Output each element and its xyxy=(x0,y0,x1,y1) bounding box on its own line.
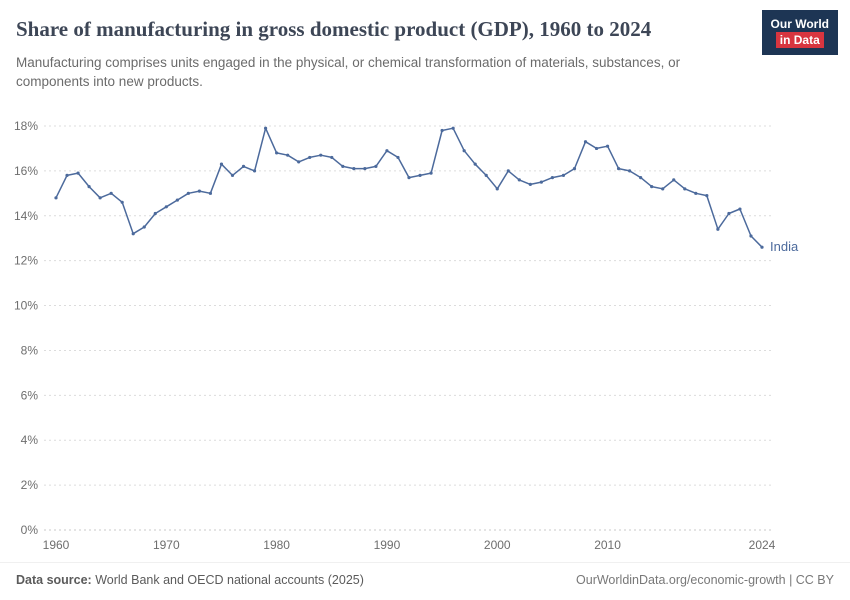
y-tick-label: 2% xyxy=(21,478,39,492)
owid-logo-line2: in Data xyxy=(775,32,824,49)
data-point xyxy=(605,144,610,148)
data-point xyxy=(252,169,257,173)
data-point xyxy=(308,155,312,160)
data-point xyxy=(462,149,466,153)
y-tick-label: 0% xyxy=(21,523,39,537)
data-point xyxy=(683,187,687,191)
data-point xyxy=(639,176,643,180)
x-tick-label: 2010 xyxy=(594,538,621,552)
x-tick-label: 1970 xyxy=(153,538,180,552)
page-title: Share of manufacturing in gross domestic… xyxy=(16,17,652,41)
data-point xyxy=(219,162,224,166)
chart-subtitle: Manufacturing comprises units engaged in… xyxy=(16,54,681,90)
data-source-label: Data source: xyxy=(16,573,92,587)
data-point xyxy=(727,211,731,216)
x-tick-label: 1960 xyxy=(43,538,70,552)
data-point xyxy=(76,171,80,175)
data-point xyxy=(539,180,543,184)
data-point xyxy=(572,167,577,171)
data-point xyxy=(616,167,621,171)
y-tick-label: 16% xyxy=(14,164,38,178)
data-point xyxy=(650,185,654,189)
y-tick-label: 6% xyxy=(21,388,39,402)
data-point xyxy=(142,225,146,229)
data-point xyxy=(109,191,113,195)
data-point xyxy=(87,185,91,189)
data-point xyxy=(208,191,213,195)
data-point xyxy=(230,173,235,177)
data-point xyxy=(440,128,444,133)
chart-header: Share of manufacturing in gross domestic… xyxy=(0,0,850,92)
data-point xyxy=(197,189,202,193)
data-point xyxy=(363,167,367,171)
data-point xyxy=(473,162,477,166)
data-point xyxy=(429,171,433,175)
data-point xyxy=(407,176,411,180)
x-tick-label: 2000 xyxy=(484,538,511,552)
line-chart: 0% 2% 4% 6% 8% 10% 12% 14% 16% 18% 1960 1970 1980 199… xyxy=(0,112,850,560)
data-point xyxy=(583,140,588,144)
data-point xyxy=(672,178,676,182)
line-chart-svg: 0% 2% 4% 6% 8% 10% 12% 14% 16% 18% 1960 1970 1980 199… xyxy=(14,119,799,552)
series-line-india xyxy=(55,127,763,248)
data-point xyxy=(705,193,709,198)
data-source: Data source: World Bank and OECD nationa… xyxy=(16,573,364,587)
data-point xyxy=(550,176,555,180)
data-point xyxy=(484,173,488,177)
data-point xyxy=(286,153,290,157)
series-label-india: India xyxy=(770,239,799,254)
data-point xyxy=(385,149,389,153)
x-tick-label: 1980 xyxy=(263,538,290,552)
data-point xyxy=(418,173,422,177)
data-point xyxy=(517,178,521,182)
data-point xyxy=(341,164,345,168)
y-tick-label: 10% xyxy=(14,299,38,313)
data-point xyxy=(396,155,400,160)
data-point xyxy=(528,182,532,186)
data-point xyxy=(352,167,356,171)
data-point xyxy=(275,151,279,155)
data-point xyxy=(451,126,455,130)
data-point xyxy=(186,191,190,195)
y-tick-label: 12% xyxy=(14,254,38,268)
data-point xyxy=(661,187,665,191)
data-point xyxy=(628,169,632,173)
y-tick-label: 8% xyxy=(21,343,39,357)
x-tick-label: 1990 xyxy=(374,538,401,552)
data-point xyxy=(760,245,764,249)
data-point xyxy=(65,173,69,177)
data-point xyxy=(98,196,102,200)
data-point xyxy=(561,173,566,177)
data-point xyxy=(495,187,499,191)
data-point xyxy=(749,234,753,238)
data-point xyxy=(54,196,58,200)
y-tick-label: 4% xyxy=(21,433,39,447)
chart-footer: Data source: World Bank and OECD nationa… xyxy=(0,562,850,600)
data-point xyxy=(716,227,720,231)
data-point xyxy=(241,164,246,168)
data-point xyxy=(506,169,510,173)
data-point xyxy=(175,198,179,202)
data-point xyxy=(297,160,301,164)
y-tick-label: 18% xyxy=(14,119,38,133)
data-point xyxy=(738,207,742,211)
x-tick-label: 2024 xyxy=(749,538,776,552)
y-tick-label: 14% xyxy=(14,209,38,223)
data-point xyxy=(594,146,599,151)
footer-link[interactable]: OurWorldinData.org/economic-growth | CC … xyxy=(576,573,834,587)
data-point xyxy=(319,153,323,157)
data-point xyxy=(131,232,135,236)
data-point xyxy=(694,191,698,195)
data-point xyxy=(164,205,168,209)
data-point xyxy=(330,155,334,160)
data-point xyxy=(263,126,268,130)
data-point xyxy=(120,200,124,204)
data-source-text: World Bank and OECD national accounts (2… xyxy=(95,573,364,587)
owid-logo[interactable]: Our World in Data xyxy=(761,10,838,56)
owid-logo-line1: Our World xyxy=(770,17,829,31)
data-point xyxy=(374,164,378,168)
data-point xyxy=(153,211,157,216)
